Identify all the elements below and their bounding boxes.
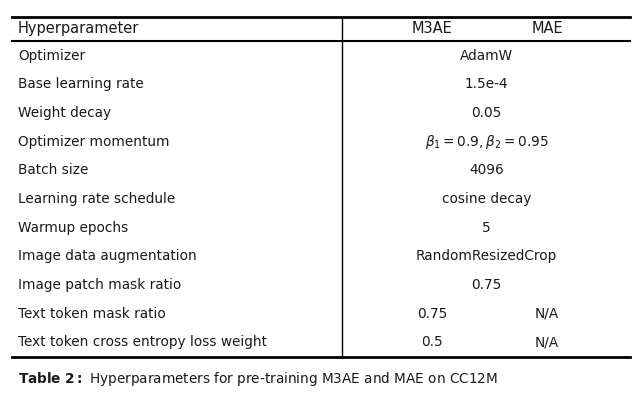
Text: 0.5: 0.5 [421,335,443,349]
Text: M3AE: M3AE [412,21,452,37]
Text: Optimizer momentum: Optimizer momentum [18,135,170,149]
Text: Warmup epochs: Warmup epochs [18,221,128,234]
Text: MAE: MAE [531,21,563,37]
Text: 0.05: 0.05 [471,106,502,120]
Text: 1.5e-4: 1.5e-4 [465,77,508,91]
Text: 4096: 4096 [469,164,504,177]
Text: N/A: N/A [535,307,559,321]
Text: Base learning rate: Base learning rate [18,77,143,91]
Text: Learning rate schedule: Learning rate schedule [18,192,175,206]
Text: RandomResizedCrop: RandomResizedCrop [416,249,557,263]
Text: Weight decay: Weight decay [18,106,111,120]
Text: 0.75: 0.75 [417,307,447,321]
Text: Batch size: Batch size [18,164,88,177]
Text: $\beta_1 = 0.9, \beta_2 = 0.95$: $\beta_1 = 0.9, \beta_2 = 0.95$ [424,133,548,151]
Text: Image patch mask ratio: Image patch mask ratio [18,278,181,292]
Text: 0.75: 0.75 [471,278,502,292]
Text: Text token cross entropy loss weight: Text token cross entropy loss weight [18,335,267,349]
Text: Text token mask ratio: Text token mask ratio [18,307,166,321]
Text: N/A: N/A [535,335,559,349]
Text: Hyperparameter: Hyperparameter [18,21,140,37]
Text: AdamW: AdamW [460,49,513,63]
Text: 5: 5 [482,221,491,234]
Text: Image data augmentation: Image data augmentation [18,249,196,263]
Text: cosine decay: cosine decay [442,192,531,206]
Text: $\mathbf{Table\ 2:}$ Hyperparameters for pre-training M3AE and MAE on CC12M: $\mathbf{Table\ 2:}$ Hyperparameters for… [18,370,498,388]
Text: Optimizer: Optimizer [18,49,85,63]
